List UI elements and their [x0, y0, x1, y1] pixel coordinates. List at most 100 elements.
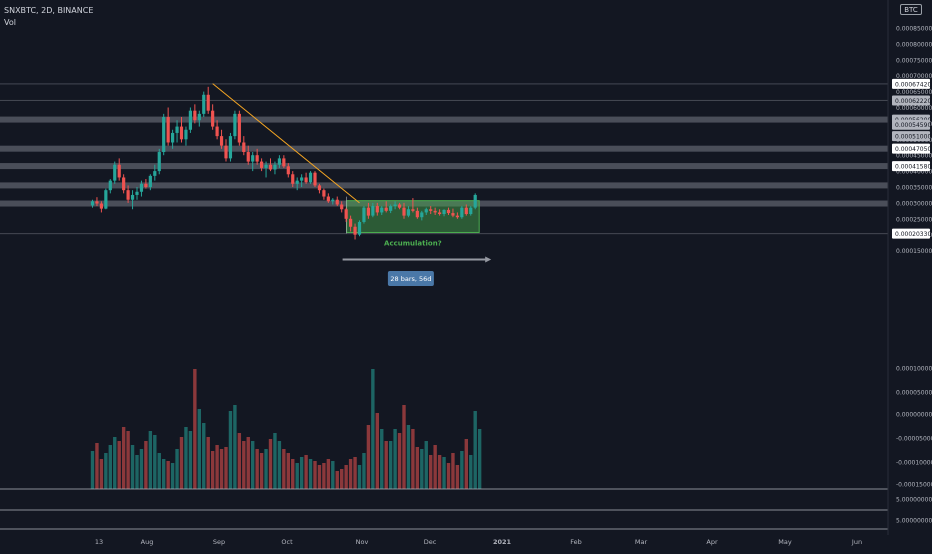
candle-body[interactable] — [206, 94, 210, 111]
volume-bar[interactable] — [99, 459, 104, 489]
candle-body[interactable] — [126, 190, 130, 200]
volume-bar[interactable] — [188, 431, 193, 489]
volume-bar[interactable] — [308, 459, 313, 489]
candle-body[interactable] — [464, 207, 468, 215]
volume-bar[interactable] — [326, 459, 331, 489]
volume-bar[interactable] — [433, 445, 437, 489]
candle-body[interactable] — [300, 177, 304, 181]
candle-body[interactable] — [282, 158, 286, 167]
volume-bar[interactable] — [340, 469, 344, 489]
candle-body[interactable] — [389, 206, 393, 211]
candle-body[interactable] — [286, 166, 290, 175]
candle-body[interactable] — [455, 215, 459, 218]
candle-body[interactable] — [406, 209, 411, 216]
candle-body[interactable] — [171, 132, 175, 143]
candle-body[interactable] — [357, 221, 362, 235]
price-level-label-bg[interactable] — [892, 161, 930, 172]
volume-bar[interactable] — [126, 431, 130, 489]
candle-body[interactable] — [433, 210, 437, 213]
candle-body[interactable] — [380, 207, 384, 213]
candle-body[interactable] — [104, 190, 108, 209]
candle-body[interactable] — [384, 207, 388, 211]
volume-bar[interactable] — [175, 449, 179, 489]
candle-body[interactable] — [366, 207, 370, 216]
volume-bar[interactable] — [264, 449, 268, 489]
candle-body[interactable] — [411, 209, 415, 211]
volume-bar[interactable] — [362, 453, 366, 489]
candle-body[interactable] — [215, 126, 219, 137]
candle-body[interactable] — [340, 204, 344, 210]
horizontal-level-band[interactable] — [0, 163, 888, 170]
volume-bar[interactable] — [139, 449, 144, 489]
price-level-label-bg[interactable] — [892, 95, 930, 106]
volume-bar[interactable] — [464, 439, 468, 489]
candle-body[interactable] — [402, 207, 406, 216]
candle-body[interactable] — [251, 155, 255, 162]
volume-bar[interactable] — [353, 457, 357, 489]
candle-body[interactable] — [326, 196, 330, 202]
candle-body[interactable] — [451, 213, 455, 216]
candle-body[interactable] — [313, 172, 317, 186]
candle-body[interactable] — [197, 113, 201, 121]
volume-bar[interactable] — [348, 459, 353, 489]
candle-body[interactable] — [353, 226, 357, 235]
volume-bar[interactable] — [135, 455, 139, 489]
candle-body[interactable] — [322, 190, 326, 197]
candle-body[interactable] — [246, 152, 250, 162]
candle-body[interactable] — [393, 204, 397, 207]
volume-bar[interactable] — [291, 459, 295, 489]
candle-body[interactable] — [153, 171, 157, 176]
candle-body[interactable] — [304, 177, 308, 183]
candle-body[interactable] — [162, 117, 166, 153]
candle-body[interactable] — [273, 164, 277, 170]
volume-bar[interactable] — [299, 457, 304, 489]
candle-body[interactable] — [193, 110, 197, 121]
candle-body[interactable] — [260, 161, 264, 168]
volume-bar[interactable] — [148, 431, 153, 489]
volume-bar[interactable] — [473, 411, 477, 489]
volume-bar[interactable] — [344, 465, 348, 489]
volume-bar[interactable] — [304, 455, 308, 489]
candle-body[interactable] — [188, 110, 192, 130]
candle-body[interactable] — [268, 164, 273, 170]
candle-body[interactable] — [317, 185, 322, 191]
volume-bar[interactable] — [157, 453, 161, 489]
volume-bar[interactable] — [242, 441, 246, 489]
candle-body[interactable] — [166, 117, 170, 143]
candle-body[interactable] — [331, 199, 335, 202]
candle-body[interactable] — [211, 110, 215, 127]
volume-bar[interactable] — [286, 453, 290, 489]
volume-bar[interactable] — [366, 425, 371, 489]
candle-body[interactable] — [295, 180, 299, 184]
volume-bar[interactable] — [460, 451, 464, 489]
price-level-label-bg[interactable] — [892, 119, 930, 130]
candle-body[interactable] — [473, 194, 477, 208]
volume-bar[interactable] — [144, 441, 148, 489]
volume-bar[interactable] — [317, 465, 322, 489]
volume-bar[interactable] — [130, 445, 135, 489]
volume-bar[interactable] — [162, 459, 166, 489]
volume-bar[interactable] — [388, 441, 393, 489]
candle-body[interactable] — [122, 177, 126, 191]
volume-bar[interactable] — [451, 453, 455, 489]
volume-bar[interactable] — [424, 441, 428, 489]
candle-body[interactable] — [108, 180, 112, 191]
candle-body[interactable] — [139, 183, 144, 192]
candle-body[interactable] — [233, 113, 237, 137]
volume-bar[interactable] — [246, 437, 250, 489]
volume-bar[interactable] — [446, 463, 451, 489]
volume-bar[interactable] — [237, 433, 242, 489]
volume-bar[interactable] — [255, 449, 259, 489]
volume-bar[interactable] — [117, 441, 121, 489]
volume-bar[interactable] — [206, 437, 210, 489]
measure-badge[interactable] — [387, 270, 434, 286]
volume-bar[interactable] — [331, 461, 335, 489]
candle-body[interactable] — [175, 126, 179, 133]
volume-bar[interactable] — [273, 433, 277, 489]
volume-bar[interactable] — [268, 439, 273, 489]
candle-body[interactable] — [184, 129, 188, 140]
candle-body[interactable] — [219, 136, 224, 146]
volume-bar[interactable] — [477, 429, 482, 489]
volume-bar[interactable] — [259, 453, 264, 489]
